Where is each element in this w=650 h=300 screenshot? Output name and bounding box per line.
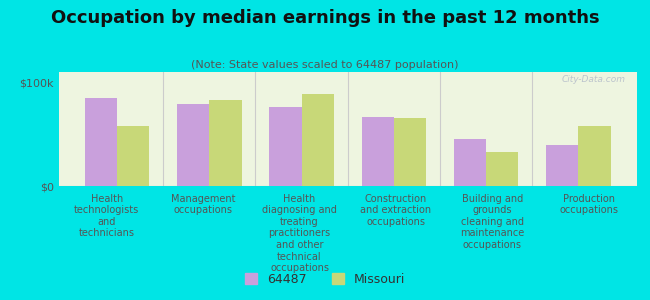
Bar (361, 117, 394, 186)
Bar (394, 118, 426, 186)
Bar (578, 126, 611, 186)
Bar (84, 98, 117, 186)
Legend: 64487, Missouri: 64487, Missouri (239, 268, 411, 291)
Bar (302, 94, 334, 186)
Text: Management
occupations: Management occupations (171, 194, 235, 215)
Text: Production
occupations: Production occupations (559, 194, 618, 215)
Text: Health
technologists
and
technicians: Health technologists and technicians (74, 194, 139, 238)
Bar (486, 152, 519, 186)
Text: Health
diagnosing and
treating
practitioners
and other
technical
occupations: Health diagnosing and treating practitio… (262, 194, 337, 273)
Bar (454, 140, 486, 186)
Bar (209, 100, 242, 186)
Text: Building and
grounds
cleaning and
maintenance
occupations: Building and grounds cleaning and mainte… (460, 194, 525, 250)
Text: Occupation by median earnings in the past 12 months: Occupation by median earnings in the pas… (51, 9, 599, 27)
Bar (546, 145, 578, 186)
Text: Construction
and extraction
occupations: Construction and extraction occupations (360, 194, 432, 227)
Text: City-Data.com: City-Data.com (562, 75, 625, 84)
Text: (Note: State values scaled to 64487 population): (Note: State values scaled to 64487 popu… (191, 60, 459, 70)
Bar (117, 126, 150, 186)
Bar (177, 104, 209, 186)
Bar (269, 107, 302, 186)
